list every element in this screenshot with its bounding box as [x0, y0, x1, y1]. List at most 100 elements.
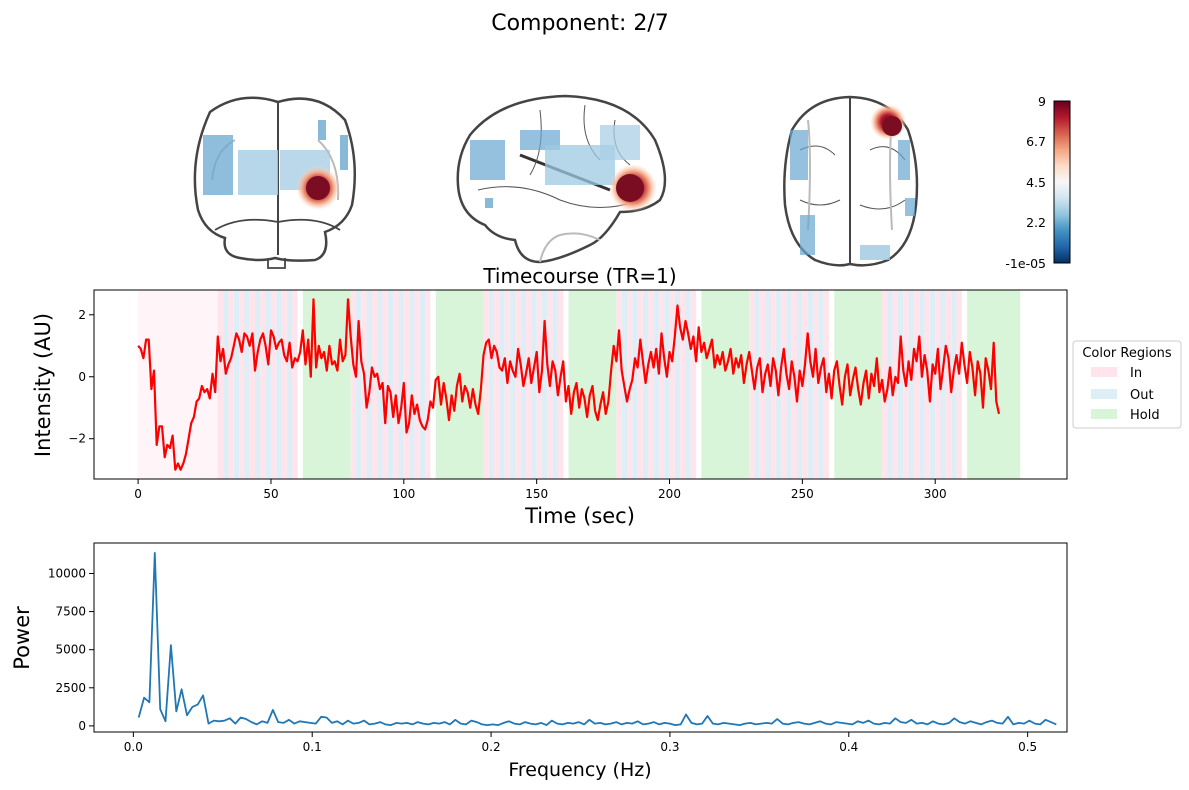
region-band-out [654, 290, 659, 479]
region-band-out [919, 290, 924, 479]
legend-label-out: Out [1130, 388, 1154, 403]
region-band-out [388, 290, 393, 479]
power-spectrum-axes: 0.0 0.1 0.2 0.3 0.4 0.5 0 2500 5000 7500 10000 Fre… [10, 543, 1067, 781]
x-tick-label: 0.0 [124, 740, 143, 754]
glass-brain-axial [784, 97, 917, 265]
x-tick-label: 0.1 [303, 740, 322, 754]
region-band-in [648, 290, 653, 479]
region-band-out [898, 290, 903, 479]
legend-swatch-out [1091, 389, 1117, 399]
region-band-in [670, 290, 675, 479]
x-tick-label: 200 [658, 487, 681, 501]
region-band-in [494, 290, 499, 479]
region-band-in [239, 290, 244, 479]
region-band-in [659, 290, 664, 479]
region-band-in [680, 290, 685, 479]
x-tick-label: 0.4 [839, 740, 858, 754]
region-band-in [250, 290, 255, 479]
power-ylabel: Power [10, 606, 34, 670]
region-band-out [531, 290, 536, 479]
colorbar-gradient [1054, 101, 1070, 263]
legend-swatch-in [1091, 367, 1117, 377]
x-tick-label: 0 [134, 487, 142, 501]
region-band-out [420, 290, 425, 479]
region-band-in [393, 290, 398, 479]
power-spectrum-line [139, 553, 1057, 725]
x-tick-label: 0.2 [482, 740, 501, 754]
y-tick-label: 0 [78, 370, 86, 384]
region-band-out [409, 290, 414, 479]
region-band-in [515, 290, 520, 479]
region-band-in [260, 290, 265, 479]
region-band-in [526, 290, 531, 479]
timecourse-xlabel: Time (sec) [524, 504, 635, 528]
region-band-out [510, 290, 515, 479]
colorbar-tick: 9 [1038, 94, 1046, 109]
region-band-out [255, 290, 260, 479]
power-ticks: 0.0 0.1 0.2 0.3 0.4 0.5 0 2500 5000 7500 10000 [48, 566, 1037, 754]
region-band-out [818, 290, 823, 479]
region-band-out [685, 290, 690, 479]
region-band-out [276, 290, 281, 479]
region-band-in [372, 290, 377, 479]
colorbar-tick: -1e-05 [1005, 256, 1046, 271]
region-band-in [228, 290, 233, 479]
x-tick-label: 0.5 [1018, 740, 1037, 754]
power-xlabel: Frequency (Hz) [508, 759, 651, 781]
color-regions-legend: Color Regions In Out Hold [1073, 341, 1181, 428]
y-tick-label: 7500 [55, 605, 86, 619]
region-band-out [664, 290, 669, 479]
region-band-out [808, 290, 813, 479]
region-band-out [643, 290, 648, 479]
timecourse-axes: 0 50 100 150 200 250 300 2 0 −2 Timecourse (TR=1)… [31, 264, 1067, 528]
region-band-in [505, 290, 510, 479]
timecourse-ylabel: Intensity (AU) [31, 313, 55, 457]
y-tick-label: −2 [68, 432, 86, 446]
region-band-in [351, 290, 356, 479]
region-band-in [956, 290, 961, 479]
y-tick-label: 10000 [48, 566, 86, 580]
region-band-in [813, 290, 818, 479]
region-band-hold [701, 290, 749, 479]
x-tick-label: 0.3 [660, 740, 679, 754]
region-band-in [638, 290, 643, 479]
legend-label-hold: Hold [1130, 408, 1160, 423]
power-frame [94, 543, 1067, 732]
x-tick-label: 50 [263, 487, 278, 501]
x-tick-label: 300 [924, 487, 947, 501]
colorbar-tick: 6.7 [1026, 134, 1046, 149]
y-tick-label: 2500 [55, 681, 86, 695]
colorbar-tick: 4.5 [1026, 175, 1046, 190]
region-band-in [914, 290, 919, 479]
glass-brain-sagittal [458, 96, 665, 262]
figure-title: Component: 2/7 [491, 11, 669, 36]
colorbar: 9 6.7 4.5 2.2 -1e-05 [1005, 94, 1070, 271]
region-band-in [218, 290, 223, 479]
region-band-in [414, 290, 419, 479]
region-band-in [282, 290, 287, 479]
region-band-in [781, 290, 786, 479]
legend-label-in: In [1130, 366, 1142, 381]
region-band-out [223, 290, 228, 479]
y-tick-label: 5000 [55, 643, 86, 657]
legend-title: Color Regions [1082, 346, 1172, 361]
region-band-in [425, 290, 430, 479]
region-band-out [287, 290, 292, 479]
region-band-out [244, 290, 249, 479]
region-band-out [542, 290, 547, 479]
region-band-out [489, 290, 494, 479]
timecourse-title: Timecourse (TR=1) [482, 264, 676, 288]
y-tick-label: 0 [78, 719, 86, 733]
region-band-out [356, 290, 361, 479]
region-band-in [616, 290, 621, 479]
region-band-out [266, 290, 271, 479]
x-tick-label: 150 [525, 487, 548, 501]
glass-brain-coronal [195, 98, 355, 268]
legend-swatch-hold [1091, 409, 1117, 419]
colorbar-tick: 2.2 [1026, 215, 1046, 230]
x-tick-label: 250 [791, 487, 814, 501]
region-band-out [632, 290, 637, 479]
region-band-hold [303, 290, 351, 479]
y-tick-label: 2 [78, 308, 86, 322]
